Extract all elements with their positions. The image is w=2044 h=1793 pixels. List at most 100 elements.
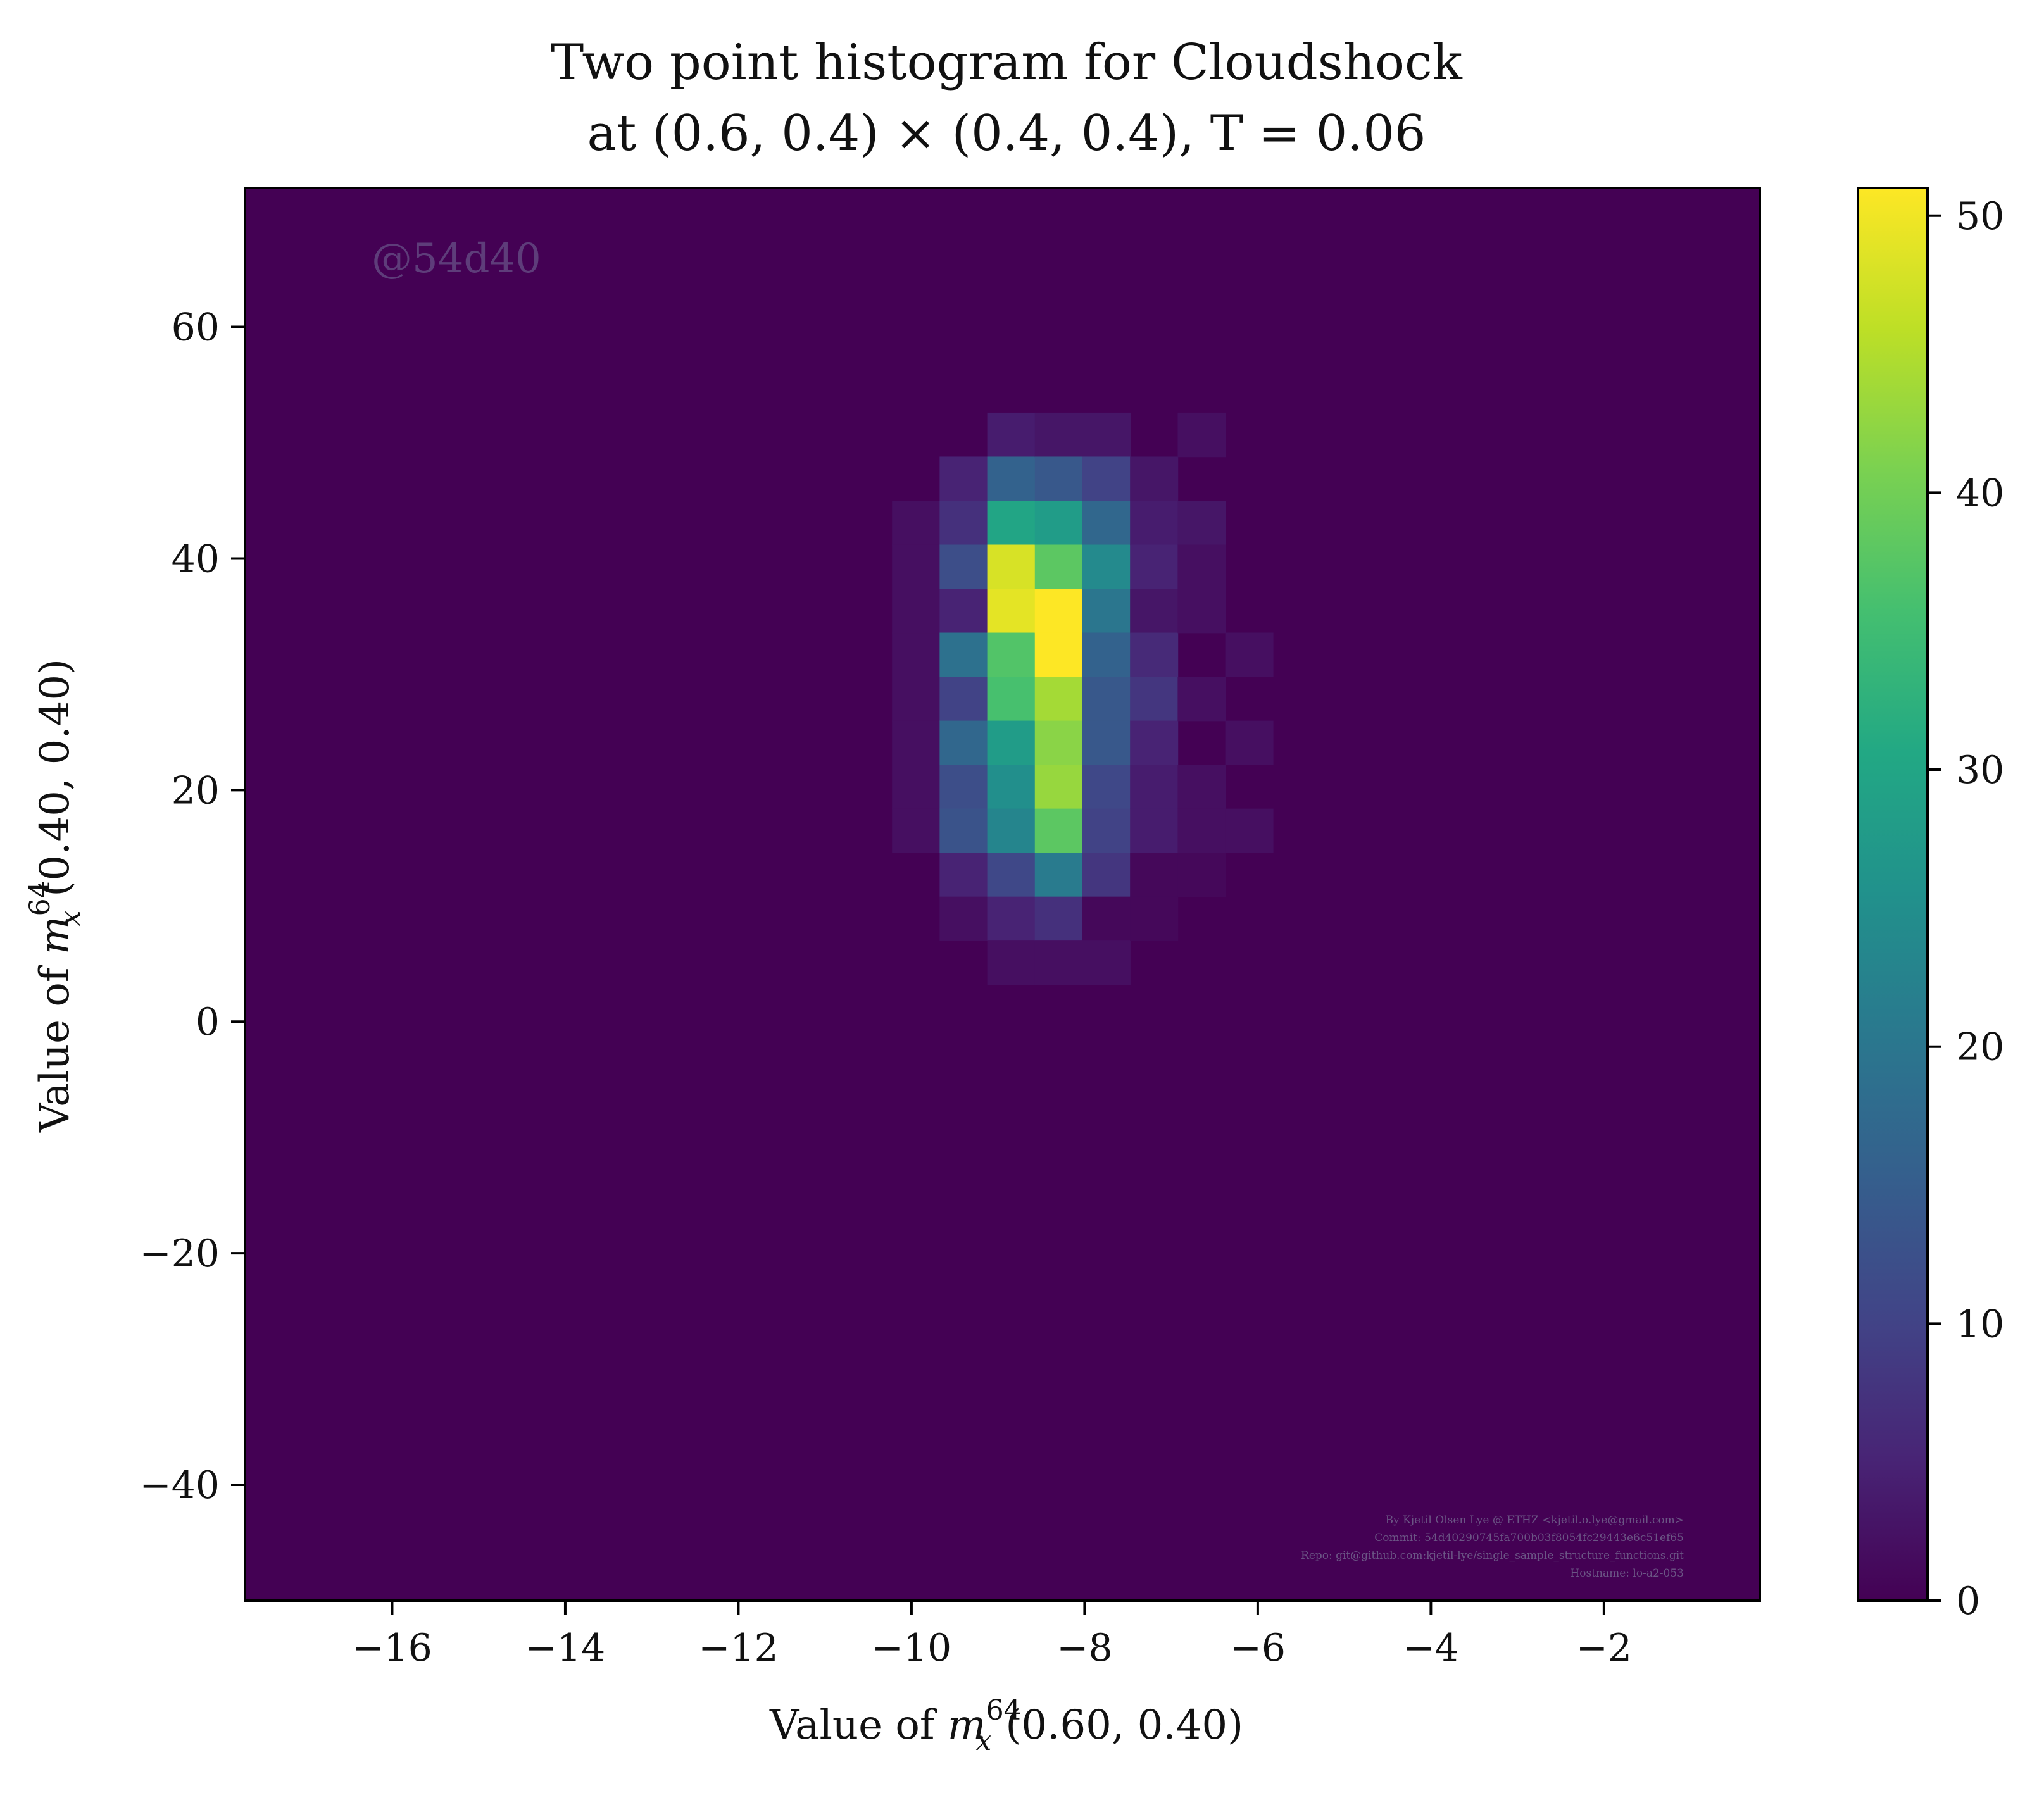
histogram-bin	[1082, 456, 1131, 501]
y-tick-label: 20	[172, 768, 220, 813]
histogram-bin	[1225, 720, 1274, 765]
x-axis-label: Value of m64 x (0.60, 0.40)	[769, 1694, 1243, 1757]
chart-title-line2: at (0.6, 0.4) × (0.4, 0.4), T = 0.06	[587, 105, 1426, 162]
histogram-bin	[1177, 412, 1226, 458]
histogram-bin	[892, 589, 941, 634]
histogram-bin	[1130, 853, 1179, 897]
colorbar-tick-label: 0	[1956, 1579, 1980, 1623]
histogram-bin	[939, 677, 988, 722]
chart-title-line1: Two point histogram for Cloudshock	[551, 34, 1463, 91]
histogram-bin	[1082, 500, 1131, 546]
histogram-bin	[939, 500, 988, 546]
x-tick-label: −16	[352, 1626, 432, 1670]
histogram-bin	[892, 677, 941, 722]
histogram-bin	[1034, 500, 1083, 546]
histogram-bin	[1034, 677, 1083, 722]
colorbar-tick-label: 30	[1956, 748, 2004, 792]
histogram-bin	[1082, 677, 1131, 722]
histogram-bin	[1082, 544, 1131, 589]
histogram-bin	[1225, 632, 1274, 677]
watermark: @54d40	[372, 235, 541, 282]
histogram-bin	[1034, 456, 1083, 501]
histogram-bin	[1082, 940, 1131, 985]
credit-hostname: Hostname: lo-a2-053	[1570, 1567, 1684, 1580]
x-tick-label: −14	[525, 1626, 606, 1670]
histogram-bin	[939, 632, 988, 677]
histogram-bin	[939, 456, 988, 501]
y-tick-label: 0	[196, 1000, 220, 1044]
histogram-bin	[987, 765, 1036, 809]
histogram-bin	[892, 765, 941, 809]
colorbar-frame	[1857, 187, 1929, 1602]
histogram-bin	[1177, 853, 1226, 897]
histogram-bin	[987, 720, 1036, 765]
x-tick-label: −2	[1576, 1626, 1632, 1670]
y-tick-label: −40	[139, 1463, 220, 1508]
y-tick-label: 40	[172, 537, 220, 581]
histogram-bin	[1034, 544, 1083, 589]
histogram-bin	[987, 677, 1036, 722]
histogram-bin	[892, 720, 941, 765]
histogram-bin	[1034, 412, 1083, 458]
histogram-bins	[892, 412, 1274, 985]
y-axis-ticks: −40 −20 0 20 40 60	[139, 306, 245, 1508]
histogram-bin	[939, 544, 988, 589]
x-axis-ticks: −16 −14 −12 −10 −8 −6 −4 −2	[352, 1601, 1632, 1670]
credit-author: By Kjetil Olsen Lye @ ETHZ <kjetil.o.lye…	[1386, 1514, 1684, 1527]
histogram-bin	[987, 632, 1036, 677]
histogram-bin	[1177, 677, 1226, 722]
histogram-bin	[939, 589, 988, 634]
histogram-bin	[939, 853, 988, 897]
histogram-bin	[1034, 632, 1083, 677]
histogram-bin	[892, 544, 941, 589]
histogram-bin	[939, 896, 988, 941]
histogram-bin	[1130, 808, 1179, 853]
histogram-bin	[1130, 677, 1179, 722]
x-tick-label: −6	[1230, 1626, 1286, 1670]
histogram-bin	[987, 412, 1036, 458]
histogram-bin	[1034, 765, 1083, 809]
histogram-bin	[987, 589, 1036, 634]
x-tick-label: −8	[1056, 1626, 1112, 1670]
histogram-bin	[1082, 808, 1131, 853]
histogram-bin	[987, 940, 1036, 985]
histogram-bin	[1034, 589, 1083, 634]
histogram-bin	[1225, 808, 1274, 853]
histogram-bin	[1177, 765, 1226, 809]
histogram-bin	[1130, 632, 1179, 677]
colorbar-tick-label: 10	[1956, 1302, 2004, 1346]
x-tick-label: −12	[698, 1626, 779, 1670]
histogram-bin	[987, 456, 1036, 501]
colorbar	[1858, 188, 1928, 1601]
y-tick-label: −20	[139, 1232, 220, 1276]
histogram-bin	[1082, 896, 1131, 941]
histogram-bin	[1130, 544, 1179, 589]
credits-block: By Kjetil Olsen Lye @ ETHZ <kjetil.o.lye…	[1301, 1514, 1684, 1580]
histogram-bin	[1034, 940, 1083, 985]
x-tick-label: −10	[872, 1626, 952, 1670]
credit-repo: Repo: git@github.com:kjetil-lye/single_s…	[1301, 1549, 1684, 1562]
histogram-bin	[1082, 720, 1131, 765]
histogram-bin	[892, 632, 941, 677]
histogram-bin	[1130, 720, 1179, 765]
histogram-bin	[1034, 853, 1083, 897]
colorbar-tick-label: 40	[1956, 471, 2004, 515]
histogram-bin	[1034, 808, 1083, 853]
histogram-bin	[1082, 765, 1131, 809]
histogram-bin	[1130, 456, 1179, 501]
histogram-bin	[939, 765, 988, 809]
histogram-bin	[1177, 589, 1226, 634]
colorbar-tick-label: 20	[1956, 1025, 2004, 1070]
histogram-bin	[987, 853, 1036, 897]
histogram-bin	[892, 808, 941, 853]
colorbar-tick-label: 50	[1956, 194, 2004, 239]
colorbar-ticks: 0 10 20 30 40 50	[1928, 194, 2004, 1623]
histogram-bin	[987, 896, 1036, 941]
credit-commit: Commit: 54d40290745fa700b03f8054fc29443e…	[1374, 1532, 1684, 1544]
histogram-bin	[1130, 500, 1179, 546]
histogram-bin	[1177, 544, 1226, 589]
y-tick-label: 60	[172, 306, 220, 350]
histogram-bin	[892, 500, 941, 546]
histogram-bin	[1130, 765, 1179, 809]
